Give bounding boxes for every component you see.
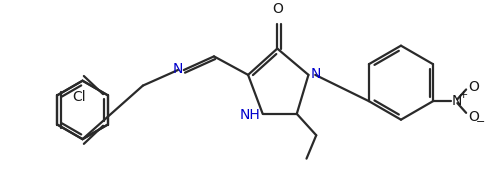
Text: N: N bbox=[450, 94, 461, 108]
Text: O: O bbox=[467, 80, 478, 94]
Text: O: O bbox=[272, 2, 282, 16]
Text: N: N bbox=[310, 67, 320, 81]
Text: O: O bbox=[467, 110, 478, 124]
Text: NH: NH bbox=[239, 108, 260, 122]
Text: −: − bbox=[475, 117, 484, 127]
Text: +: + bbox=[457, 90, 467, 100]
Text: N: N bbox=[172, 62, 183, 76]
Text: Cl: Cl bbox=[72, 90, 85, 104]
